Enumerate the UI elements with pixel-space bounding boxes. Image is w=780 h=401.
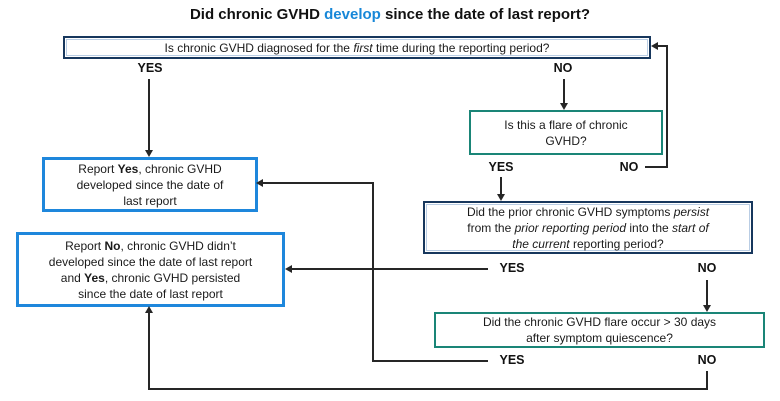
connector-top-no-line bbox=[563, 79, 565, 104]
connector-flare-timing-no-riser bbox=[148, 312, 150, 390]
label-persist-no: NO bbox=[697, 261, 717, 275]
connector-flare-timing-no-drop bbox=[706, 371, 708, 389]
label-top-yes: YES bbox=[137, 61, 163, 75]
node-flare-question-text: Is this a flare of chronic GVHD? bbox=[504, 117, 628, 148]
arrowhead-into-report-yes bbox=[256, 179, 263, 187]
connector-persist-yes-line bbox=[291, 268, 488, 270]
node-flare-question: Is this a flare of chronic GVHD? bbox=[469, 110, 663, 155]
label-top-no: NO bbox=[553, 61, 573, 75]
node-report-yes-text: Report Yes, chronic GVHD developed since… bbox=[76, 161, 224, 208]
arrowhead-top-yes bbox=[145, 150, 153, 157]
arrowhead-into-report-no-bottom bbox=[145, 306, 153, 313]
connector-flare-timing-yes-vertical bbox=[372, 182, 374, 362]
arrowhead-persist-yes bbox=[285, 265, 292, 273]
label-flare-timing-yes: YES bbox=[499, 353, 525, 367]
node-report-no-outcome: Report No, chronic GVHD didn’t developed… bbox=[16, 232, 285, 307]
connector-top-yes-line bbox=[148, 79, 150, 150]
arrowhead-top-no bbox=[560, 103, 568, 110]
connector-persist-no-line bbox=[706, 280, 708, 306]
node-persist-question-text: Did the prior chronic GVHD symptoms pers… bbox=[466, 204, 710, 251]
connector-flare-no-return-horizontal bbox=[657, 45, 668, 47]
connector-flare-timing-no-horizontal bbox=[148, 388, 708, 390]
arrowhead-return-to-first-diagnosis bbox=[651, 42, 658, 50]
label-flare-no: NO bbox=[619, 160, 639, 174]
page-title: Did chronic GVHD develop since the date … bbox=[189, 6, 591, 23]
connector-flare-no-dash bbox=[645, 166, 668, 168]
connector-into-report-yes bbox=[262, 182, 374, 184]
node-flare-timing-question: Did the chronic GVHD flare occur > 30 da… bbox=[434, 312, 765, 348]
node-persist-question: Did the prior chronic GVHD symptoms pers… bbox=[423, 201, 753, 254]
connector-flare-no-return-vertical bbox=[666, 45, 668, 168]
node-first-diagnosis-text: Is chronic GVHD diagnosed for the first … bbox=[164, 40, 550, 55]
node-report-yes-outcome: Report Yes, chronic GVHD developed since… bbox=[42, 157, 258, 212]
node-first-diagnosis-question: Is chronic GVHD diagnosed for the first … bbox=[63, 36, 651, 59]
arrowhead-flare-yes bbox=[497, 194, 505, 201]
label-flare-timing-no: NO bbox=[697, 353, 717, 367]
label-persist-yes: YES bbox=[499, 261, 525, 275]
connector-flare-timing-yes-horizontal bbox=[372, 360, 488, 362]
node-flare-timing-text: Did the chronic GVHD flare occur > 30 da… bbox=[482, 315, 717, 345]
label-flare-yes: YES bbox=[488, 160, 514, 174]
arrowhead-persist-no bbox=[703, 305, 711, 312]
node-report-no-text: Report No, chronic GVHD didn’t developed… bbox=[48, 238, 253, 301]
connector-flare-yes-line bbox=[500, 177, 502, 195]
